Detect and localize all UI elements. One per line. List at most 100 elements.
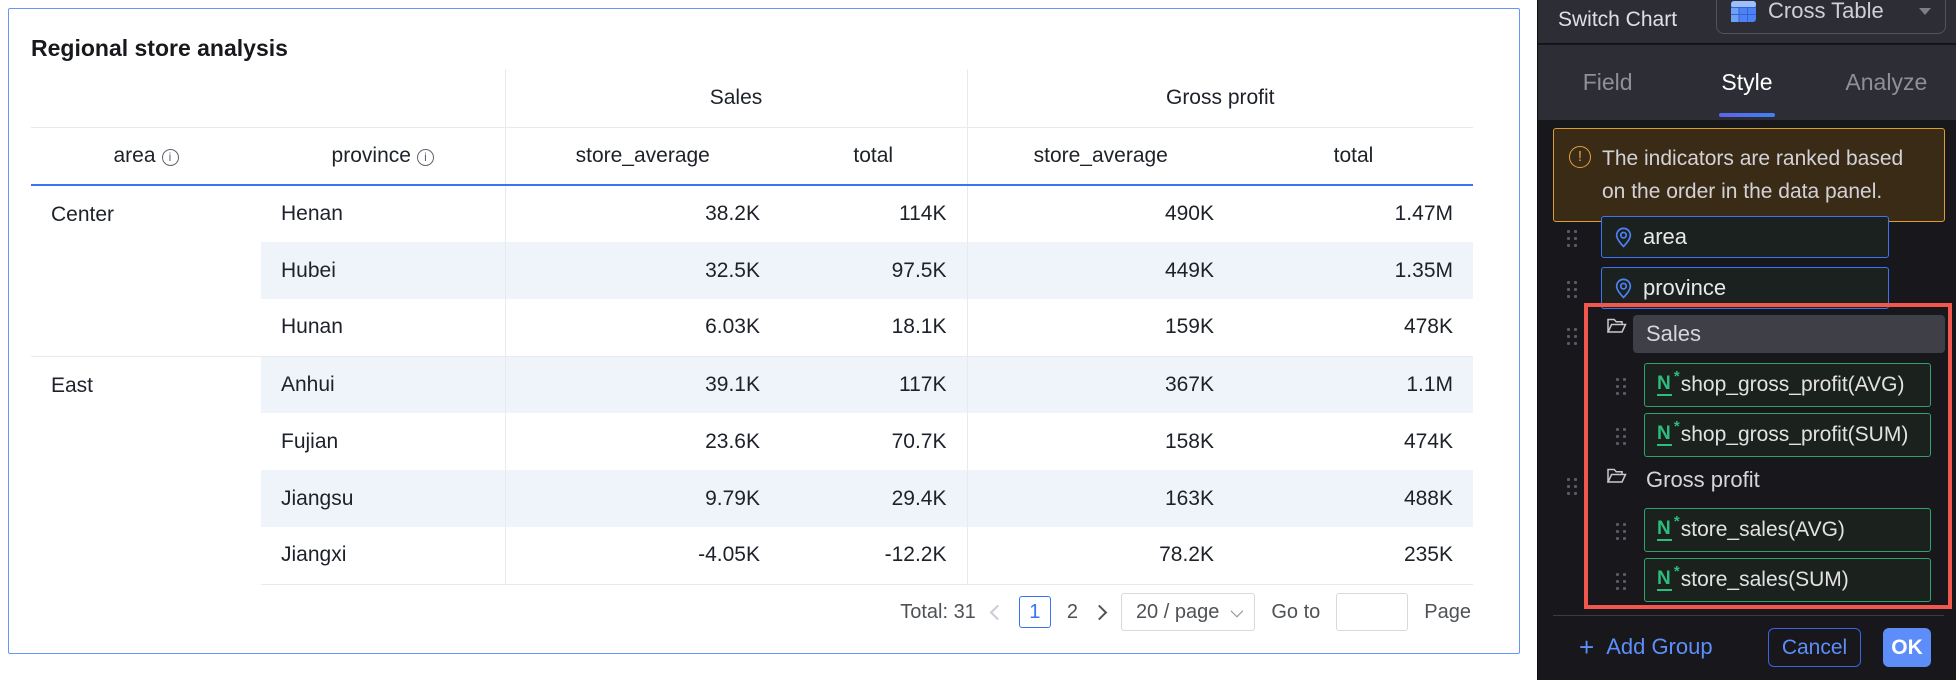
chart-title: Regional store analysis — [31, 35, 288, 61]
dimension-field-province[interactable]: province — [1601, 267, 1889, 309]
group-header-sales: Sales — [504, 69, 967, 127]
settings-panel: Switch Chart Cross Table Field Style Ana… — [1537, 0, 1956, 680]
add-group-button[interactable]: + Add Group — [1579, 632, 1713, 662]
tab-analyze[interactable]: Analyze — [1845, 69, 1928, 95]
location-pin-icon — [1615, 278, 1632, 299]
goto-page-input[interactable] — [1336, 593, 1409, 631]
field-label: province — [1643, 275, 1727, 300]
warning-icon: ! — [1569, 146, 1591, 168]
info-icon[interactable]: i — [416, 148, 434, 166]
table-row: Center Henan 38.2K 114K 490K 1.47M — [31, 185, 1473, 356]
caret-down-icon — [1919, 7, 1931, 15]
page-size-select[interactable]: 20 / page — [1120, 593, 1256, 631]
group-name-input-sales[interactable]: Sales — [1633, 315, 1945, 353]
province-cell: Jiangxi — [261, 527, 505, 585]
measure-field[interactable]: N * store_sales(AVG) — [1644, 508, 1931, 552]
page-label: Page — [1424, 600, 1471, 623]
drag-handle[interactable] — [1564, 227, 1577, 247]
area-cell: Center — [31, 185, 261, 356]
value-cell: 78.2K — [966, 527, 1234, 585]
value-cell: 29.4K — [780, 470, 967, 527]
column-header-gp-total: total — [1234, 126, 1473, 186]
province-cell: Jiangsu — [261, 470, 505, 527]
column-header-province: province i — [261, 126, 505, 186]
province-cell: Anhui — [261, 355, 505, 413]
drag-handle[interactable] — [1564, 278, 1577, 298]
next-page-icon[interactable] — [1091, 604, 1108, 620]
cancel-button[interactable]: Cancel — [1768, 628, 1861, 667]
table-group-header-row: Sales Gross profit — [31, 69, 1473, 127]
table-row: Jiangxi -4.05K -12.2K 78.2K 235K — [31, 527, 1473, 585]
measure-number-icon: N * — [1657, 418, 1680, 446]
panel-body: ! The indicators are ranked based on the… — [1538, 120, 1956, 680]
table-row: East Anhui 39.1K 117K 367K 1.1M — [31, 355, 1473, 584]
page-button-current[interactable]: 1 — [1018, 596, 1051, 628]
drag-handle[interactable] — [1613, 375, 1626, 395]
prev-page-icon[interactable] — [989, 604, 1006, 620]
divider — [1553, 615, 1944, 616]
page-button[interactable]: 2 — [1066, 600, 1078, 623]
group-name-gross-profit[interactable]: Gross profit — [1646, 467, 1760, 492]
location-pin-icon — [1615, 227, 1632, 248]
chart-type-dropdown[interactable]: Cross Table — [1716, 0, 1946, 34]
column-header-sales-store-average: store_average — [504, 126, 780, 186]
value-cell: 163K — [966, 470, 1234, 527]
tab-style[interactable]: Style — [1677, 45, 1816, 120]
panel-top-bar: Switch Chart Cross Table — [1538, 0, 1956, 44]
plus-icon: + — [1579, 632, 1595, 662]
active-tab-indicator — [1718, 113, 1775, 117]
tab-field[interactable]: Field — [1582, 69, 1633, 95]
folder-open-icon — [1606, 468, 1627, 483]
value-cell: 1.35M — [1234, 242, 1473, 299]
value-cell: 474K — [1403, 429, 1453, 453]
value-cell: 1.1M — [1234, 355, 1473, 413]
value-cell: 159K — [966, 299, 1234, 356]
group-header-spacer — [31, 69, 505, 127]
value-cell: 235K — [1234, 527, 1473, 585]
value-cell: 367K — [966, 355, 1234, 413]
value-cell: 32.5K — [504, 242, 780, 299]
folder-open-icon — [1606, 318, 1627, 333]
drag-handle[interactable] — [1613, 425, 1626, 445]
value-cell: 158K — [966, 413, 1234, 470]
value-cell: 70.7K — [891, 429, 947, 453]
value-cell: 18.1K — [891, 315, 947, 339]
measure-number-icon: N * — [1657, 563, 1680, 591]
value-cell: 449K — [966, 242, 1234, 299]
area-cell: East — [31, 355, 261, 584]
column-header-gp-store-average: store_average — [966, 126, 1234, 186]
value-cell: 9.79K — [504, 470, 780, 527]
measure-field[interactable]: N * store_sales(SUM) — [1644, 558, 1931, 602]
measure-number-icon: N * — [1657, 513, 1680, 541]
value-cell: -12.2K — [780, 527, 967, 585]
table-row: Hunan 6.03K 18.1K 159K 478K — [31, 299, 1473, 356]
warning-banner: ! The indicators are ranked based on the… — [1553, 128, 1945, 222]
value-cell: 117K — [780, 355, 967, 413]
column-header-sales-total: total — [780, 126, 967, 186]
cross-table-icon — [1731, 0, 1756, 22]
ok-button[interactable]: OK — [1883, 628, 1931, 667]
table-row: Hubei 32.5K 97.5K 449K 1.35M — [31, 242, 1473, 299]
table-row: Jiangsu 9.79K 29.4K 163K 488K — [31, 470, 1473, 527]
drag-handle[interactable] — [1564, 475, 1577, 495]
measure-field[interactable]: N * shop_gross_profit(SUM) — [1644, 413, 1931, 457]
value-cell: 488K — [1234, 470, 1473, 527]
province-cell: Hubei — [261, 242, 505, 299]
value-cell: -4.05K — [504, 527, 780, 585]
table-row: Fujian 23.6K 70.7K 158K 474K — [31, 413, 1473, 470]
value-cell: 114K — [899, 202, 947, 225]
value-cell: 478K — [1403, 315, 1453, 339]
info-icon[interactable]: i — [161, 148, 179, 166]
pagination-bar: Total: 31 1 2 20 / page Go to Page — [900, 592, 1471, 632]
column-header-area: area i — [31, 126, 261, 186]
drag-handle[interactable] — [1564, 325, 1577, 345]
goto-label: Go to — [1271, 600, 1321, 623]
dimension-field-area[interactable]: area — [1601, 216, 1889, 258]
chevron-down-icon — [1230, 604, 1244, 617]
drag-handle[interactable] — [1613, 520, 1626, 540]
value-cell: 490K — [966, 185, 1234, 242]
drag-handle[interactable] — [1613, 570, 1626, 590]
measure-field[interactable]: N * shop_gross_profit(AVG) — [1644, 363, 1931, 407]
value-cell: 23.6K — [504, 413, 780, 470]
group-header-gross-profit: Gross profit — [966, 69, 1473, 127]
